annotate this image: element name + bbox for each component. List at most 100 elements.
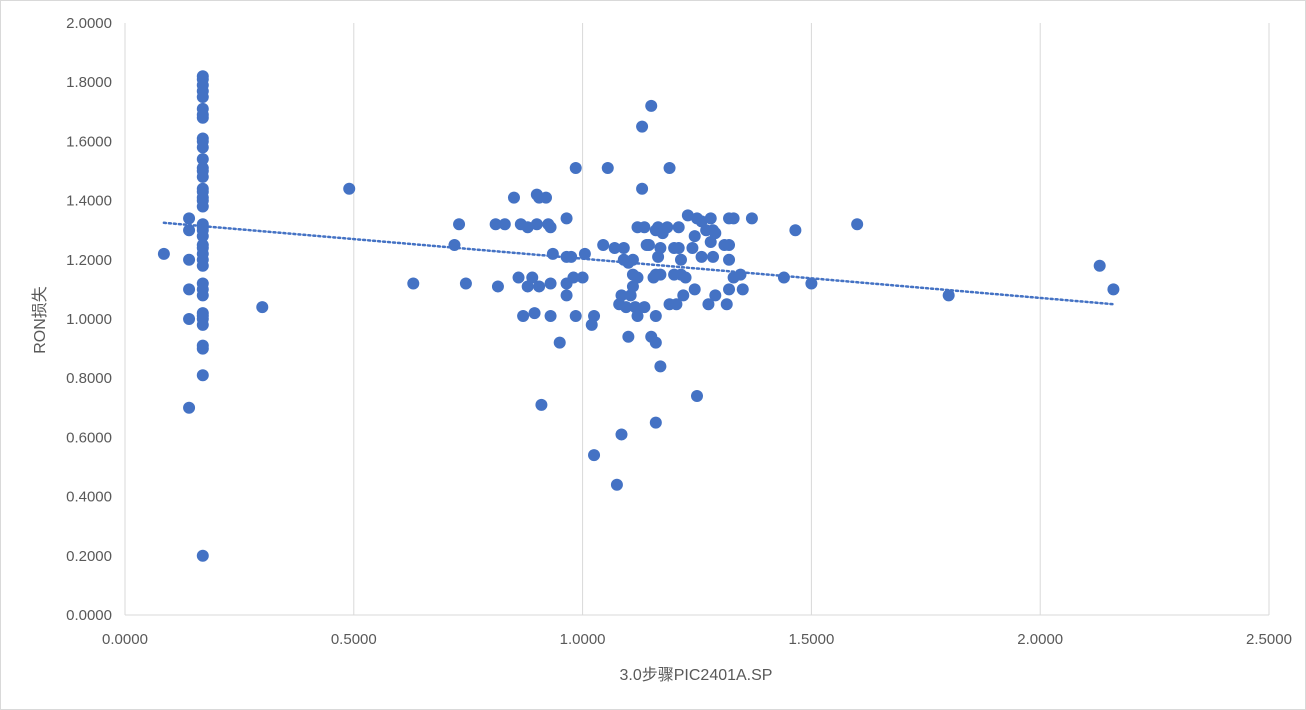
data-point (528, 307, 541, 320)
data-point (642, 239, 655, 251)
data-point (672, 221, 685, 234)
data-point (196, 230, 209, 243)
data-point (727, 212, 740, 225)
data-point (407, 277, 420, 290)
y-tick-label: 1.0000 (66, 311, 112, 328)
data-point (498, 218, 511, 231)
data-point (707, 250, 720, 263)
data-point (638, 301, 651, 314)
data-point (578, 247, 591, 260)
data-point (588, 310, 601, 323)
data-point (622, 330, 635, 343)
data-point (196, 141, 209, 154)
y-tick-label: 1.4000 (66, 193, 112, 210)
data-point (183, 212, 196, 225)
data-point (686, 241, 699, 254)
data-point (723, 253, 736, 266)
data-points (157, 70, 1120, 562)
data-point (620, 301, 633, 314)
data-point (649, 416, 662, 429)
data-point (702, 298, 715, 311)
data-point (569, 310, 582, 323)
data-point (576, 271, 589, 284)
x-axis-title: 3.0步骤PIC2401A.SP (620, 666, 773, 684)
data-point (745, 212, 758, 225)
data-point (734, 268, 747, 281)
data-point (183, 224, 196, 237)
x-tick-label: 0.5000 (331, 631, 377, 648)
data-point (196, 111, 209, 124)
data-point (626, 280, 639, 293)
data-point (196, 170, 209, 183)
data-point (670, 298, 683, 311)
data-point (638, 221, 651, 234)
data-point (1093, 259, 1106, 272)
data-point (1107, 283, 1120, 296)
data-point (560, 289, 573, 302)
data-point (459, 277, 472, 290)
axes (124, 23, 1269, 616)
x-tick-label: 1.5000 (788, 631, 834, 648)
data-point (709, 289, 722, 302)
data-point (521, 280, 534, 293)
data-point (196, 369, 209, 382)
data-point (942, 289, 955, 302)
data-point (691, 389, 703, 402)
data-point (343, 182, 356, 195)
data-point (777, 271, 790, 284)
data-point (681, 209, 694, 222)
data-point (567, 271, 580, 284)
data-point (489, 218, 502, 231)
data-point (805, 277, 818, 290)
y-tick-label: 0.0000 (66, 607, 112, 624)
data-point (674, 253, 687, 266)
data-point (256, 301, 269, 314)
data-point (183, 313, 196, 325)
data-point (631, 271, 644, 284)
y-tick-label: 0.6000 (66, 429, 112, 446)
data-point (526, 271, 539, 284)
data-point (512, 271, 525, 284)
linear-trendline (162, 221, 1115, 306)
data-point (565, 250, 578, 263)
data-point (695, 250, 708, 263)
data-point (704, 236, 717, 249)
data-point (546, 247, 559, 260)
data-point (196, 318, 209, 331)
data-point (654, 241, 667, 254)
data-point (679, 271, 692, 284)
data-point (601, 162, 614, 175)
data-point (196, 342, 209, 355)
x-tick-label: 0.0000 (102, 631, 148, 648)
data-point (723, 283, 736, 296)
data-point (615, 428, 628, 441)
data-point (535, 398, 548, 411)
data-point (677, 289, 690, 302)
data-point (196, 289, 209, 302)
data-point (453, 218, 466, 231)
data-point (654, 360, 667, 373)
data-point (157, 247, 170, 260)
data-point (663, 162, 676, 175)
y-tick-label: 0.2000 (66, 548, 112, 565)
x-tick-label: 2.5000 (1246, 631, 1292, 648)
data-point (851, 218, 864, 231)
data-point (617, 241, 630, 254)
y-tick-label: 1.8000 (66, 74, 112, 91)
data-point (588, 449, 601, 462)
data-point (688, 230, 701, 243)
data-point (183, 401, 196, 414)
data-point (553, 336, 566, 349)
y-tick-label: 0.4000 (66, 489, 112, 506)
data-point (533, 280, 546, 293)
data-point (544, 277, 557, 290)
data-point (704, 212, 717, 225)
y-tick-label: 1.6000 (66, 133, 112, 150)
data-point (672, 241, 685, 254)
data-point (196, 153, 209, 166)
data-point (736, 283, 749, 296)
y-tick-label: 2.0000 (66, 15, 112, 32)
data-point (695, 215, 708, 228)
data-point (720, 298, 733, 311)
data-point (196, 549, 209, 562)
